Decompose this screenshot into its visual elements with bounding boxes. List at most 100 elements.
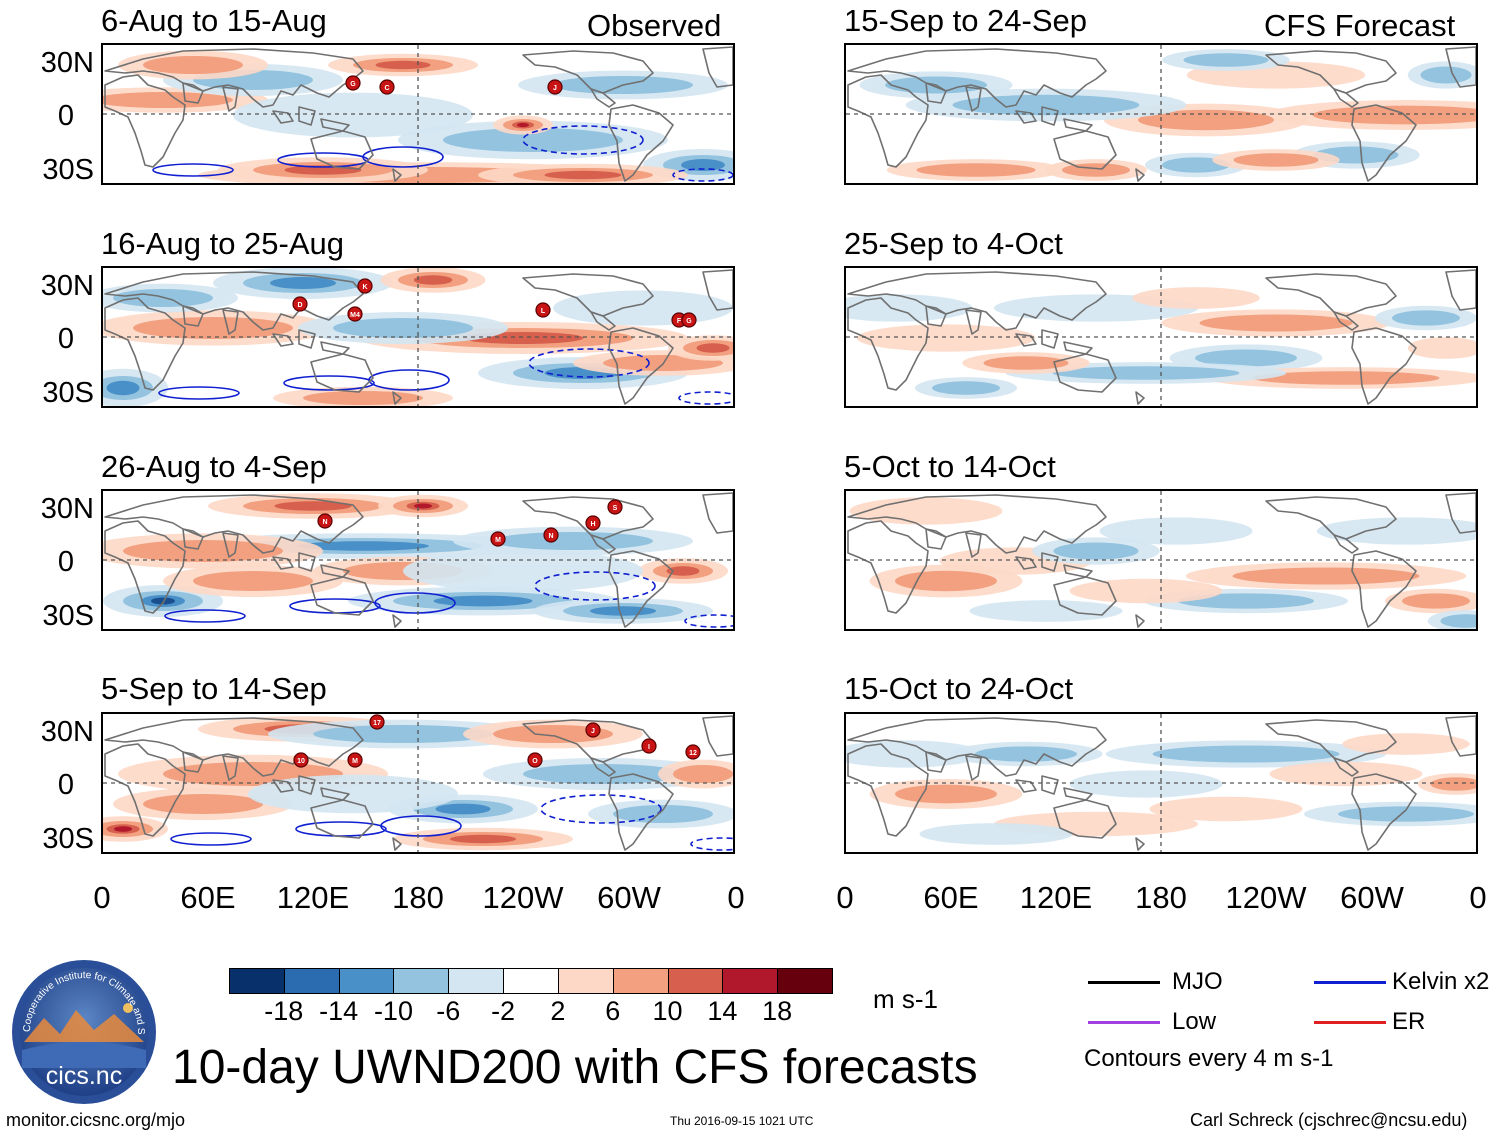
storm-label: F xyxy=(677,318,682,325)
coastline xyxy=(298,106,316,126)
kelvin-contour xyxy=(690,837,733,851)
lat-label-eq: 0 xyxy=(57,323,74,355)
lon-label: 120W xyxy=(482,880,564,915)
coastlines xyxy=(104,269,733,405)
coastline xyxy=(1135,614,1145,628)
colorbar-segment xyxy=(557,968,614,994)
lat-label-30s: 30S xyxy=(42,154,94,186)
storm-label: J xyxy=(591,728,595,735)
colorbar-segment xyxy=(229,968,285,994)
lon-label: 60E xyxy=(180,880,236,915)
coastline xyxy=(104,520,186,614)
anomaly-peak xyxy=(590,606,656,616)
lat-label-30n: 30N xyxy=(40,47,94,79)
coastline xyxy=(1265,719,1397,763)
lat-label-eq: 0 xyxy=(57,769,74,801)
legend-line-mjo xyxy=(1088,981,1160,984)
anomaly-core xyxy=(1138,109,1274,131)
coastline xyxy=(1333,88,1359,108)
anomaly-halo xyxy=(849,497,1003,525)
coastline xyxy=(702,269,733,311)
kelvin-contour xyxy=(283,375,375,391)
lon-label: 60W xyxy=(1340,880,1404,915)
coastline xyxy=(1265,50,1397,94)
storm-label: 10 xyxy=(297,758,305,765)
coastline xyxy=(702,46,733,88)
coastline xyxy=(522,496,654,540)
coastline xyxy=(847,48,1107,108)
anomaly-halo xyxy=(1149,796,1303,822)
main-title: 10-day UWND200 with CFS forecasts xyxy=(172,1041,978,1094)
coastlines xyxy=(104,715,733,851)
coastline xyxy=(702,492,733,534)
colorbar-tick-label: -6 xyxy=(436,996,461,1026)
coastline xyxy=(1041,106,1059,126)
anomaly-core xyxy=(1232,567,1420,585)
kelvin-contour xyxy=(534,571,656,601)
coastline xyxy=(1041,552,1059,572)
coastline xyxy=(1445,492,1476,534)
lon-label: 120E xyxy=(1019,880,1093,915)
tropical-cyclone-icon: G xyxy=(345,75,361,91)
anomaly-core xyxy=(1430,777,1476,791)
coastline xyxy=(590,534,616,554)
coastline xyxy=(310,130,374,170)
anomaly-core xyxy=(333,318,473,338)
kelvin-contour xyxy=(672,168,733,182)
colorbar-tick-label: 10 xyxy=(652,996,683,1026)
coastline xyxy=(272,556,294,570)
anomaly-peak xyxy=(297,541,429,551)
anomaly-field xyxy=(103,493,728,624)
anomaly-halo xyxy=(553,290,733,326)
coastline xyxy=(1135,391,1145,405)
anomaly-halo xyxy=(1099,517,1253,545)
colorbar-tick-label: -14 xyxy=(319,996,359,1026)
anomaly-core xyxy=(523,764,683,784)
anomaly-halo xyxy=(1132,287,1260,309)
anomaly-halo xyxy=(1342,733,1470,755)
anomaly-core xyxy=(1440,614,1476,628)
footer-url: monitor.cicsnc.org/mjo xyxy=(6,1110,186,1130)
tropical-cyclone-icon: G xyxy=(681,312,697,328)
colorbar-segment xyxy=(612,968,669,994)
storm-label: 12 xyxy=(689,750,697,757)
coastline xyxy=(925,305,947,327)
colorbar-tick-label: 14 xyxy=(707,996,738,1026)
anomaly-peak xyxy=(413,275,453,285)
coastline xyxy=(1265,496,1397,540)
coastline xyxy=(847,297,929,391)
anomaly-halo xyxy=(919,823,1073,845)
observed-label: Observed xyxy=(587,8,722,43)
colorbar-segment xyxy=(667,968,724,994)
kelvin-contour xyxy=(152,163,234,177)
coastline xyxy=(1445,269,1476,311)
legend-label-low: Low xyxy=(1172,1008,1217,1035)
coastline xyxy=(1351,550,1417,628)
lon-label: 180 xyxy=(392,880,444,915)
coastline xyxy=(590,88,616,108)
coastline xyxy=(925,751,947,773)
kelvin-contour xyxy=(522,125,644,155)
coastline xyxy=(965,532,982,558)
kelvin-contour xyxy=(684,614,733,628)
panel-title-right-2: 25-Sep to 4-Oct xyxy=(844,226,1063,261)
anomaly-core xyxy=(932,381,1000,395)
anomaly-core xyxy=(975,746,1077,762)
anomaly-core xyxy=(143,794,263,814)
colorbar-tick-label: -2 xyxy=(491,996,516,1026)
coastline xyxy=(1265,273,1397,317)
anomaly-peak xyxy=(106,380,140,396)
anomaly-core xyxy=(983,356,1069,370)
contour-note: Contours every 4 m s-1 xyxy=(1084,1045,1334,1072)
colorbar-tick-label: -10 xyxy=(373,996,413,1026)
coastline xyxy=(522,50,654,94)
anomaly-peak xyxy=(666,566,700,576)
anomaly-halo xyxy=(403,550,643,592)
coastline xyxy=(104,297,186,391)
legend-label-kelvin: Kelvin x2 xyxy=(1392,968,1490,995)
anomaly-max xyxy=(414,503,432,509)
coastline xyxy=(104,74,186,168)
legend-label-er: ER xyxy=(1392,1008,1426,1035)
tropical-cyclone-icon: M4 xyxy=(347,306,363,322)
colorbar-segment xyxy=(393,968,450,994)
